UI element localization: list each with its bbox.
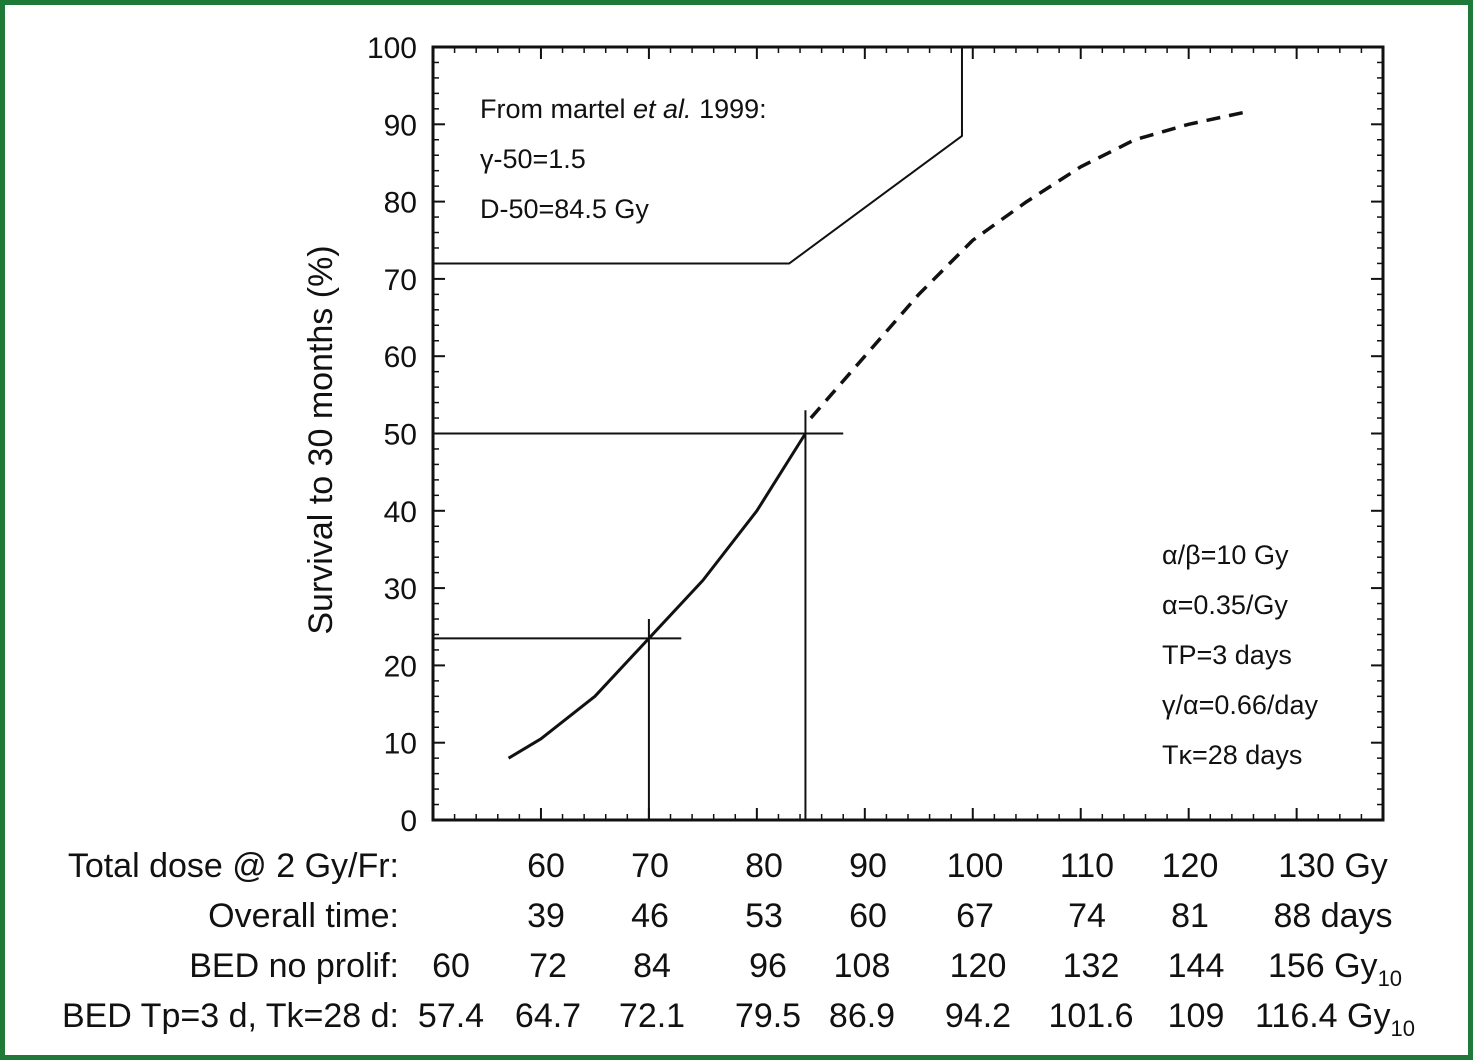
table-cell: 70 bbox=[631, 847, 669, 885]
y-tick-label: 30 bbox=[384, 573, 417, 606]
table-cell: 120 bbox=[1162, 847, 1219, 885]
y-tick-label: 90 bbox=[384, 109, 417, 142]
table-cell: 132 bbox=[1063, 947, 1120, 985]
table-cell: 60 bbox=[849, 897, 887, 935]
table-cell: 72 bbox=[529, 947, 567, 985]
table-cell: 156 Gy10 bbox=[1268, 947, 1402, 991]
table-cell: 108 bbox=[834, 947, 891, 985]
table-cell: 120 bbox=[950, 947, 1007, 985]
d50-note: D-50=84.5 Gy bbox=[480, 194, 649, 224]
series-outline-line bbox=[433, 47, 963, 265]
table-cell: 94.2 bbox=[945, 997, 1011, 1035]
table-cell: 81 bbox=[1171, 897, 1209, 935]
series-dashed-line bbox=[809, 110, 1244, 420]
table-cell: 88 days bbox=[1273, 897, 1392, 935]
table-cell: 80 bbox=[745, 847, 783, 885]
y-tick-label: 0 bbox=[400, 805, 417, 838]
param-tp: TP=3 days bbox=[1162, 640, 1292, 670]
source-note-part-1: From martel bbox=[480, 94, 633, 124]
table-cell: 67 bbox=[956, 897, 994, 935]
y-tick-label: 20 bbox=[384, 650, 417, 683]
table-cell-subscript: 10 bbox=[1378, 966, 1402, 991]
table-cell: 96 bbox=[749, 947, 787, 985]
table-cell: 84 bbox=[633, 947, 671, 985]
param-tk: Tκ=28 days bbox=[1162, 740, 1302, 770]
table-cell: 57.4 bbox=[418, 997, 484, 1035]
dose-table: Total dose @ 2 Gy/Fr: 60 70 80 90 100 110 120 13… bbox=[62, 847, 1415, 1041]
table-cell: 86.9 bbox=[829, 997, 895, 1035]
series-layer bbox=[433, 47, 1244, 820]
table-cell-subscript: 10 bbox=[1390, 1016, 1414, 1041]
source-note-italic: et al. bbox=[633, 94, 692, 124]
table-cell: 46 bbox=[631, 897, 669, 935]
table-cell: 144 bbox=[1168, 947, 1225, 985]
source-note: From martel et al. 1999: bbox=[480, 94, 767, 124]
table-cell: 101.6 bbox=[1048, 997, 1133, 1035]
y-tick-label: 60 bbox=[384, 341, 417, 374]
table-row-label: Total dose @ 2 Gy/Fr: bbox=[68, 847, 399, 885]
param-gamma-alpha: γ/α=0.66/day bbox=[1162, 690, 1318, 720]
table-cell: 116.4 Gy10 bbox=[1255, 997, 1415, 1041]
table-cell: 74 bbox=[1068, 897, 1106, 935]
param-alpha: α=0.35/Gy bbox=[1162, 590, 1288, 620]
y-axis-title: Survival to 30 months (%) bbox=[302, 245, 340, 634]
series-solid-line bbox=[507, 432, 807, 760]
table-cell: 100 bbox=[947, 847, 1004, 885]
y-tick-label: 10 bbox=[384, 728, 417, 761]
table-cell: 72.1 bbox=[619, 997, 685, 1035]
y-tick-label: 40 bbox=[384, 496, 417, 529]
table-cell: 60 bbox=[432, 947, 470, 985]
table-row-label: Overall time: bbox=[208, 897, 399, 935]
table-cell: 64.7 bbox=[515, 997, 581, 1035]
table-cell: 110 bbox=[1060, 847, 1114, 885]
table-cell: 130 Gy bbox=[1278, 847, 1388, 885]
table-cell: 109 bbox=[1168, 997, 1225, 1035]
param-alpha-beta: α/β=10 Gy bbox=[1162, 540, 1289, 570]
y-tick-label: 70 bbox=[384, 264, 417, 297]
y-tick-label: 80 bbox=[384, 187, 417, 220]
y-tick-label: 50 bbox=[384, 419, 417, 452]
table-cell: 39 bbox=[527, 897, 565, 935]
table-cell: 60 bbox=[527, 847, 565, 885]
table-row-label: BED no prolif: bbox=[189, 947, 399, 985]
table-row-label: BED Tp=3 d, Tk=28 d: bbox=[62, 997, 399, 1035]
gamma50-note: γ-50=1.5 bbox=[480, 144, 586, 174]
source-note-part-3: 1999: bbox=[692, 94, 767, 124]
table-cell: 79.5 bbox=[735, 997, 801, 1035]
table-cell: 90 bbox=[849, 847, 887, 885]
table-cell: 53 bbox=[745, 897, 783, 935]
y-tick-label: 100 bbox=[367, 32, 417, 65]
